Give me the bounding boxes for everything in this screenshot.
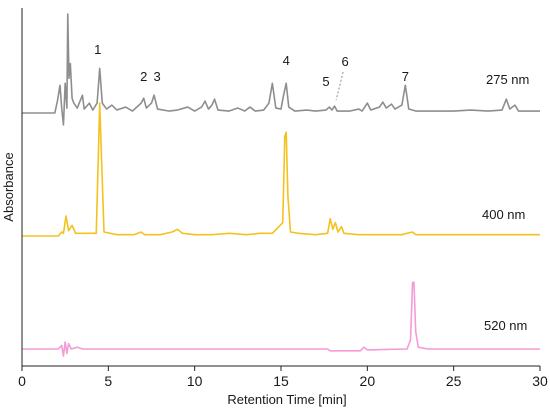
peak-label-3: 3 bbox=[153, 69, 160, 84]
peak-label-1: 1 bbox=[94, 42, 101, 57]
peak-label-6: 6 bbox=[341, 54, 348, 69]
peak-label-4: 4 bbox=[283, 53, 290, 68]
series-label-520-nm: 520 nm bbox=[484, 318, 527, 333]
x-tick-label-5: 5 bbox=[104, 373, 112, 389]
peak-label-5: 5 bbox=[322, 74, 329, 89]
series-labels: 275 nm 400 nm 520 nm bbox=[482, 72, 529, 333]
peak-annotations: 1 2 3 4 56 7 bbox=[94, 42, 409, 101]
trace-520-nm bbox=[22, 281, 540, 357]
trace-400-nm bbox=[22, 102, 540, 237]
peak-label-7: 7 bbox=[402, 69, 409, 84]
x-axis: 0 5 10 15 20 25 30 bbox=[18, 8, 548, 389]
x-axis-label: Retention Time [min] bbox=[227, 392, 346, 407]
x-ticks: 0 5 10 15 20 25 30 bbox=[18, 366, 548, 389]
x-tick-label-10: 10 bbox=[187, 373, 203, 389]
traces bbox=[22, 13, 540, 357]
series-label-400-nm: 400 nm bbox=[482, 207, 525, 222]
x-tick-label-0: 0 bbox=[18, 373, 26, 389]
x-tick-label-15: 15 bbox=[273, 373, 289, 389]
x-tick-label-25: 25 bbox=[446, 373, 462, 389]
series-label-275-nm: 275 nm bbox=[486, 72, 529, 87]
trace-275-nm bbox=[22, 13, 540, 126]
y-axis-label: Absorbance bbox=[1, 152, 16, 221]
peak-label-2: 2 bbox=[140, 69, 147, 84]
peak-6-leader-line bbox=[335, 71, 344, 101]
x-tick-label-30: 30 bbox=[532, 373, 548, 389]
x-tick-label-20: 20 bbox=[360, 373, 376, 389]
